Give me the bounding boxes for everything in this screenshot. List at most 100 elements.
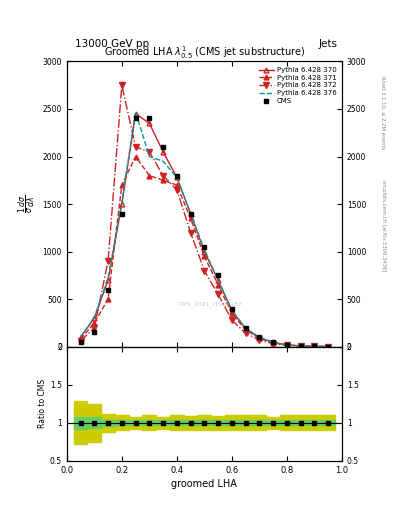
Pythia 6.428 371 — [188, 215, 193, 221]
Pythia 6.428 371 — [243, 327, 248, 333]
Pythia 6.428 371 — [298, 343, 303, 349]
Bar — [294, 415, 308, 431]
Pythia 6.428 372 — [243, 330, 248, 336]
Pythia 6.428 372 — [188, 229, 193, 236]
Pythia 6.428 376 — [230, 308, 234, 314]
Bar — [156, 417, 170, 429]
Bar — [308, 420, 321, 425]
Pythia 6.428 376 — [202, 247, 207, 253]
Bar — [280, 420, 294, 425]
CMS — [202, 244, 207, 250]
Bar — [129, 417, 143, 429]
Pythia 6.428 371 — [133, 154, 138, 160]
CMS — [271, 339, 275, 345]
Bar — [239, 415, 253, 431]
Pythia 6.428 370 — [243, 326, 248, 332]
Pythia 6.428 370 — [202, 248, 207, 254]
Pythia 6.428 372 — [161, 173, 165, 179]
Pythia 6.428 371 — [161, 177, 165, 183]
Bar — [198, 415, 211, 431]
Bar — [225, 420, 239, 425]
Bar — [170, 420, 184, 425]
Bar — [101, 420, 115, 426]
Pythia 6.428 376 — [92, 314, 97, 321]
Pythia 6.428 370 — [257, 335, 262, 341]
CMS — [78, 339, 83, 345]
Pythia 6.428 371 — [285, 342, 289, 348]
Pythia 6.428 376 — [188, 210, 193, 217]
Pythia 6.428 371 — [230, 310, 234, 316]
Pythia 6.428 372 — [133, 144, 138, 150]
CMS — [174, 173, 179, 179]
Bar — [74, 401, 88, 444]
Bar — [143, 415, 156, 431]
Pythia 6.428 372 — [78, 338, 83, 344]
Line: Pythia 6.428 376: Pythia 6.428 376 — [81, 112, 328, 347]
Bar — [239, 420, 253, 425]
Pythia 6.428 372 — [326, 344, 331, 350]
Bar — [74, 417, 88, 429]
Pythia 6.428 370 — [133, 111, 138, 117]
Pythia 6.428 370 — [119, 201, 124, 207]
Bar — [115, 415, 129, 431]
Text: 13000 GeV pp: 13000 GeV pp — [75, 38, 149, 49]
Pythia 6.428 372 — [230, 317, 234, 323]
Pythia 6.428 372 — [216, 291, 220, 297]
Y-axis label: Ratio to CMS: Ratio to CMS — [38, 379, 47, 429]
Pythia 6.428 370 — [230, 308, 234, 314]
Bar — [211, 420, 225, 425]
Pythia 6.428 371 — [312, 343, 317, 349]
Pythia 6.428 371 — [326, 344, 331, 350]
Pythia 6.428 371 — [78, 336, 83, 342]
Pythia 6.428 371 — [147, 173, 152, 179]
Pythia 6.428 376 — [106, 275, 110, 281]
CMS — [92, 329, 97, 335]
Bar — [88, 404, 101, 442]
Pythia 6.428 372 — [285, 343, 289, 349]
Line: CMS: CMS — [78, 116, 331, 349]
Pythia 6.428 370 — [174, 175, 179, 181]
Bar — [280, 415, 294, 431]
Line: Pythia 6.428 370: Pythia 6.428 370 — [78, 111, 331, 349]
Pythia 6.428 376 — [216, 277, 220, 283]
Bar — [321, 420, 335, 425]
Bar — [143, 420, 156, 425]
Pythia 6.428 370 — [285, 342, 289, 348]
Bar — [266, 420, 280, 425]
Legend: Pythia 6.428 370, Pythia 6.428 371, Pythia 6.428 372, Pythia 6.428 376, CMS: Pythia 6.428 370, Pythia 6.428 371, Pyth… — [257, 65, 338, 106]
Pythia 6.428 376 — [312, 343, 317, 349]
Pythia 6.428 376 — [326, 344, 331, 350]
Pythia 6.428 371 — [119, 182, 124, 188]
Bar — [308, 415, 321, 431]
CMS — [257, 334, 262, 340]
Y-axis label: $\frac{1}{\sigma}\frac{d\sigma}{d\lambda}$: $\frac{1}{\sigma}\frac{d\sigma}{d\lambda… — [17, 195, 38, 214]
Bar — [184, 420, 198, 425]
CMS — [119, 210, 124, 217]
Pythia 6.428 372 — [202, 268, 207, 274]
Line: Pythia 6.428 371: Pythia 6.428 371 — [78, 154, 331, 349]
Pythia 6.428 372 — [92, 325, 97, 331]
Bar — [129, 420, 143, 425]
CMS — [312, 343, 317, 349]
Bar — [184, 416, 198, 430]
Bar — [225, 415, 239, 431]
Text: mcplots.cern.ch [arXiv:1306.3436]: mcplots.cern.ch [arXiv:1306.3436] — [381, 180, 386, 271]
Pythia 6.428 376 — [257, 334, 262, 340]
Pythia 6.428 370 — [216, 277, 220, 283]
Title: Groomed LHA $\lambda^{1}_{0.5}$ (CMS jet substructure): Groomed LHA $\lambda^{1}_{0.5}$ (CMS jet… — [104, 45, 305, 61]
Pythia 6.428 370 — [326, 344, 331, 350]
Pythia 6.428 376 — [298, 343, 303, 349]
CMS — [230, 306, 234, 312]
CMS — [188, 210, 193, 217]
Bar — [253, 415, 266, 431]
Bar — [198, 420, 211, 425]
Pythia 6.428 371 — [92, 320, 97, 326]
Pythia 6.428 371 — [257, 335, 262, 342]
Bar — [115, 420, 129, 425]
Pythia 6.428 370 — [298, 343, 303, 349]
Pythia 6.428 376 — [174, 175, 179, 181]
Pythia 6.428 372 — [271, 340, 275, 347]
CMS — [298, 343, 303, 349]
Bar — [88, 417, 101, 428]
Bar — [253, 420, 266, 425]
